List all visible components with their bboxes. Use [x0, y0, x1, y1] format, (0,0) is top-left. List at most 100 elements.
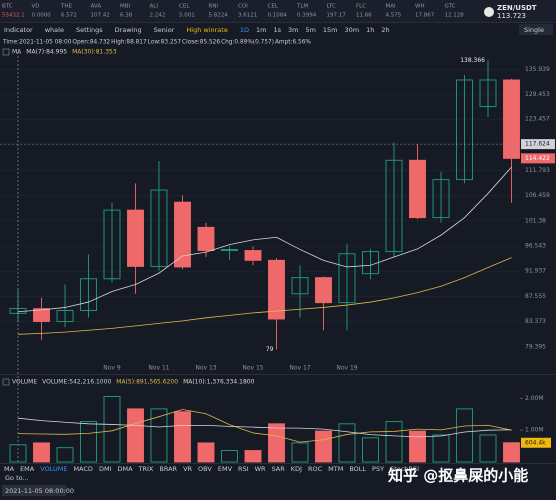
ticker-symbol[interactable]: RNI [209, 4, 219, 10]
toolbar-item[interactable]: 1h [366, 26, 374, 34]
ticker-price[interactable]: 197.17 [327, 13, 347, 19]
ticker-price[interactable]: 0.1084 [268, 13, 288, 19]
x-tick-label: Nov 11 [148, 365, 169, 372]
info-item: Ampt:6.56% [275, 40, 311, 46]
mode-label[interactable]: Single [524, 26, 544, 34]
toolbar-item[interactable]: 30m [345, 26, 360, 34]
ticker-symbol[interactable]: THE [60, 4, 72, 10]
ticker-price[interactable]: 0.3994 [297, 13, 317, 19]
ma-line [17, 417, 512, 438]
indicator-tab[interactable]: RSI [238, 465, 249, 473]
ticker-symbol[interactable]: VD [32, 4, 40, 10]
toolbar-item[interactable]: 1s [273, 26, 281, 34]
toolbar-item[interactable]: 5m [305, 26, 315, 34]
ticker-price[interactable]: 107.42 [91, 13, 110, 19]
ticker-price[interactable]: 12.128 [445, 13, 465, 19]
ticker-price[interactable]: 2.242 [150, 13, 166, 19]
indicator-tab[interactable]: KDJ [291, 465, 302, 473]
toolbar-item[interactable]: whale [45, 26, 64, 34]
indicator-tab[interactable]: PSY [372, 465, 384, 473]
volume-bar [244, 450, 262, 463]
volume-bar [56, 447, 74, 463]
indicator-tab[interactable]: SAR [272, 465, 286, 473]
ticker-symbol[interactable]: CEL [268, 4, 279, 10]
indicator-tab[interactable]: WR [255, 465, 266, 473]
indicator-tab[interactable]: DMI [99, 465, 112, 473]
legend-entry: MA(30):81.353 [72, 49, 117, 56]
crosshair-box [521, 139, 555, 150]
ticker-price[interactable]: 17.867 [415, 13, 435, 19]
mode-select[interactable] [519, 24, 553, 35]
ticker-symbol[interactable]: WH [415, 4, 425, 10]
y-tick-label: 91.937 [525, 268, 546, 275]
ticker-symbol[interactable]: COI [238, 4, 248, 10]
indicator-tab[interactable]: OBV [198, 465, 212, 473]
ticker-price[interactable]: 11.66 [356, 13, 372, 19]
goto[interactable]: Go to... [5, 474, 29, 482]
toolbar-item[interactable]: 1m [256, 26, 266, 34]
indicator-tab[interactable]: VOLUME [40, 465, 67, 473]
ticker-symbol[interactable]: LTC [327, 4, 336, 10]
toolbar-item[interactable]: High winrate [186, 26, 227, 34]
legend-swatch [2, 48, 10, 56]
indicator-tab[interactable]: TRIX [138, 465, 154, 473]
toolbar-item[interactable]: Drawing [115, 26, 142, 34]
indicator-tab[interactable]: MA [4, 465, 15, 473]
indicator-tab[interactable]: EMA [20, 465, 35, 473]
ma-line [17, 257, 512, 335]
toolbar-item[interactable]: Indicator [4, 26, 33, 34]
toolbar-item[interactable]: 15m [323, 26, 338, 34]
volume-bar [338, 423, 356, 463]
ticker-price[interactable]: 3.6121 [238, 13, 257, 19]
ticker-symbol[interactable]: FLC [356, 4, 366, 10]
volume-bar [221, 450, 238, 463]
coin-icon [484, 7, 494, 17]
ticker-price[interactable]: 55432.1 [2, 13, 25, 19]
info-item: Close:85.526 [182, 40, 220, 46]
ticker-symbol[interactable]: TLM [296, 4, 308, 10]
ticker-symbol[interactable]: MAI [386, 4, 397, 10]
ticker-price[interactable]: 6.572 [61, 13, 77, 19]
volume-bar [268, 423, 285, 463]
toolbar-item[interactable]: 2h [381, 26, 389, 34]
candle-body [291, 277, 309, 295]
ticker-symbol[interactable]: GTC [445, 4, 456, 10]
toolbar-item[interactable]: 3m [288, 26, 298, 34]
volume-bar [174, 411, 191, 463]
indicator-tab[interactable]: StochRSI [390, 465, 419, 473]
ticker-price[interactable]: 6.38 [120, 13, 133, 19]
ticker-symbol[interactable]: MBI [120, 4, 131, 10]
ticker-price[interactable]: 5.8224 [209, 13, 229, 19]
chart: 79.395 83.373 87.555 91.937 96.543 101.38 106.… [0, 49, 555, 463]
toolbar-item[interactable]: Settings [76, 26, 103, 34]
indicator-tab[interactable]: MACD [73, 465, 92, 473]
indicator-tab[interactable]: MTM [328, 465, 343, 473]
legend-entry: MA(10):1,376,334.1800 [183, 379, 255, 386]
legend-entry: MA(7):84.995 [26, 49, 67, 56]
indicator-tab[interactable]: BRAR [159, 465, 177, 473]
ticker-symbol[interactable]: ALI [150, 4, 159, 10]
ticker-symbol[interactable]: CEL [179, 4, 190, 10]
volume-bar [291, 442, 309, 463]
toolbar-item[interactable]: Senior [154, 26, 175, 34]
indicator-tab[interactable]: DMA [117, 465, 133, 473]
indicator-tab[interactable]: BOLL [349, 465, 366, 473]
y-tick-label: 111.793 [525, 167, 550, 174]
toolbar-item[interactable]: 1D [240, 26, 249, 34]
indicator-tab[interactable]: VR [183, 465, 192, 473]
ticker-price[interactable]: 0.0000 [32, 13, 52, 19]
indicator-tab[interactable]: ROC [308, 465, 323, 473]
volume-bar [9, 444, 27, 463]
y-tick-label: 96.543 [525, 243, 546, 250]
ticker-price[interactable]: 4.575 [386, 13, 402, 19]
volume-bar [315, 430, 332, 463]
candle-body [385, 159, 403, 253]
indicator-tab[interactable]: EMV [218, 465, 233, 473]
ticker-symbol[interactable]: BTC [2, 4, 13, 10]
y-tick-label: 87.555 [525, 293, 546, 300]
candle-body [432, 179, 450, 219]
ticker-price[interactable]: 5.001 [179, 13, 195, 19]
ticker-symbol[interactable]: AVA [91, 4, 102, 10]
